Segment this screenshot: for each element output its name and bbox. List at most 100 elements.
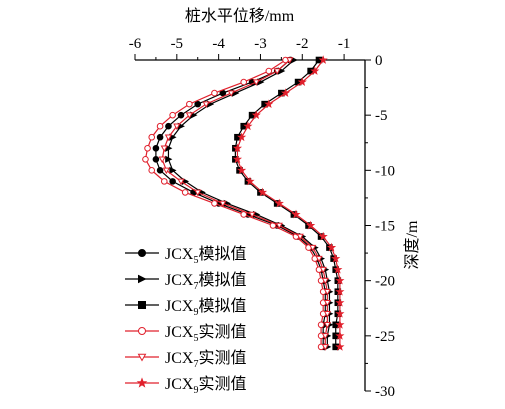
data-point-triangle [138,274,147,284]
data-point-star [335,286,345,296]
x-tick-label: -3 [254,36,267,52]
series-7-meas [158,57,332,351]
data-point-star [335,308,345,318]
data-point-circle [156,167,164,174]
data-point-star [333,264,343,274]
data-point-triangle [323,311,332,318]
data-point-star [335,342,345,351]
x-tick-label: -4 [212,36,225,52]
data-point-star [251,110,261,120]
legend-item: JCX9实测值 [125,375,246,396]
data-point-star [237,165,247,175]
data-point-triangle [286,57,294,64]
data-point-triangle [227,90,235,97]
data-point-triangle [252,79,260,86]
data-point-circle [138,249,146,257]
data-point-circle [211,89,218,97]
data-point-triangle [323,322,332,329]
y-tick-label: -25 [375,329,395,345]
legend-item: JCX5实测值 [125,323,246,344]
x-axis-title: 桩水平位移/mm [185,7,295,25]
data-point-star [237,132,247,142]
legend-label: JCX5实测值 [165,323,246,344]
data-point-triangle [319,266,327,274]
data-point-triangle [164,134,173,142]
series-layer [142,55,345,351]
data-point-triangle [173,123,181,131]
data-point-triangle [248,211,256,219]
data-point-circle [152,156,160,163]
data-point-star [326,242,337,252]
data-point-circle [165,122,172,130]
legend-item: JCX7实测值 [125,349,246,370]
data-point-circle [181,189,189,196]
x-tick-label: -2 [296,36,309,52]
legend-item: JCX9模拟值 [125,297,246,318]
data-point-triangle [273,68,281,75]
data-point-star [264,99,274,109]
data-point-circle [148,167,156,174]
data-point-star [335,297,345,307]
legend: JCX5模拟值 JCX7模拟值 JCX9模拟值 JCX5实测值 JCX7实测值 JCX9实… [125,245,246,396]
data-point-triangle [323,299,332,307]
data-point-circle [138,327,146,335]
x-tick-label: -1 [338,36,351,52]
data-point-star [318,55,328,64]
data-point-triangle [158,156,166,164]
y-tick-label: -15 [375,219,395,235]
data-point-star [257,187,268,197]
data-point-circle [177,111,185,119]
data-point-circle [169,111,176,119]
data-point-circle [156,133,164,141]
data-point-triangle [321,277,329,285]
data-point-star [335,319,345,329]
data-point-triangle [160,145,168,153]
data-point-circle [194,100,202,108]
data-point-circle [152,144,160,152]
data-point-star [331,253,341,263]
data-point-square [138,301,146,309]
x-axis-ticks: -6 -5 -4 -3 -2 -1 [129,36,351,60]
data-point-triangle [323,288,332,296]
data-point-star [335,331,345,340]
data-point-circle [211,200,218,207]
y-tick-label: -20 [375,274,395,290]
y-axis-ticks: 0 -5 -10 -15 -20 -25 -30 [365,53,395,400]
series-9-meas [232,55,345,351]
data-point-triangle [177,178,185,186]
data-point-triangle [309,244,317,252]
data-point-star [297,77,307,86]
data-point-triangle [315,255,323,263]
data-point-star [291,209,301,219]
legend-label: JCX5模拟值 [165,245,246,266]
data-point-star [306,220,316,230]
data-point-star [136,377,148,388]
data-point-triangle [202,101,210,108]
data-point-triangle [321,333,329,340]
data-point-triangle [137,353,147,362]
legend-label: JCX9模拟值 [165,297,246,318]
data-point-circle [186,100,193,108]
y-tick-label: -10 [375,163,395,179]
data-point-triangle [169,166,177,174]
data-point-circle [317,321,325,329]
data-point-star [318,231,328,241]
y-axis-title: 深度/m [403,220,421,269]
legend-item: JCX5模拟值 [125,245,246,266]
data-point-circle [169,178,176,185]
data-point-circle [148,133,156,141]
data-point-triangle [165,155,173,163]
data-point-circle [160,178,168,185]
y-tick-label: 0 [375,53,383,69]
data-point-star [280,88,291,97]
data-point-triangle [219,200,227,208]
data-point-circle [240,78,248,86]
data-point-star [232,154,243,164]
data-point-star [274,198,284,208]
data-point-triangle [275,222,283,230]
data-point-circle [156,122,164,130]
data-point-triangle [162,167,171,175]
x-tick-label: -5 [171,36,184,52]
data-point-star [310,66,320,75]
